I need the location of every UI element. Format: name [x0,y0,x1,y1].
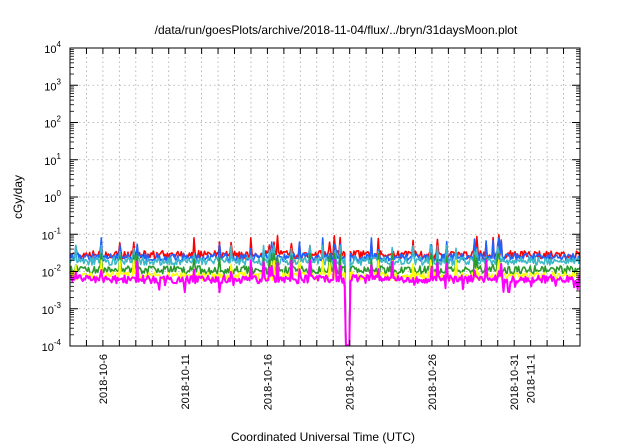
x-tick-label: 2018-10-11 [180,354,192,409]
series-line [69,252,581,347]
x-tick-label: 2018-10-26 [427,354,439,410]
y-axis-label: cGy/day [11,175,25,219]
chart-title: /data/run/goesPlots/archive/2018-11-04/f… [155,23,518,37]
x-tick-label: 2018-10-21 [345,354,357,410]
series-line [69,244,581,347]
grid [70,48,580,346]
series-lines [69,234,581,347]
y-tick-label: 101 [44,152,61,168]
ticks: 10-4 10-3 10-2 10-1 100 101 102 103 104 2018-10-6… [42,40,580,410]
x-axis-label: Coordinated Universal Time (UTC) [231,430,415,444]
x-tick-label: 2018-10-16 [262,354,274,410]
y-tick-label: 10-2 [42,264,62,280]
series-line [69,259,581,347]
y-tick-label: 10-4 [42,338,62,354]
y-tick-label: 104 [44,40,61,56]
series-line [69,259,581,347]
y-tick-label: 10-1 [42,226,62,242]
x-tick-label: 2018-10-6 [98,354,110,404]
y-tick-label: 10-3 [42,301,62,317]
y-tick-label: 103 [44,77,61,93]
x-tick-label: 2018-10-31 [509,354,521,410]
y-tick-label: 100 [44,189,61,205]
x-tick-label: 2018-11-1 [526,354,538,403]
y-tick-label: 102 [44,115,61,131]
